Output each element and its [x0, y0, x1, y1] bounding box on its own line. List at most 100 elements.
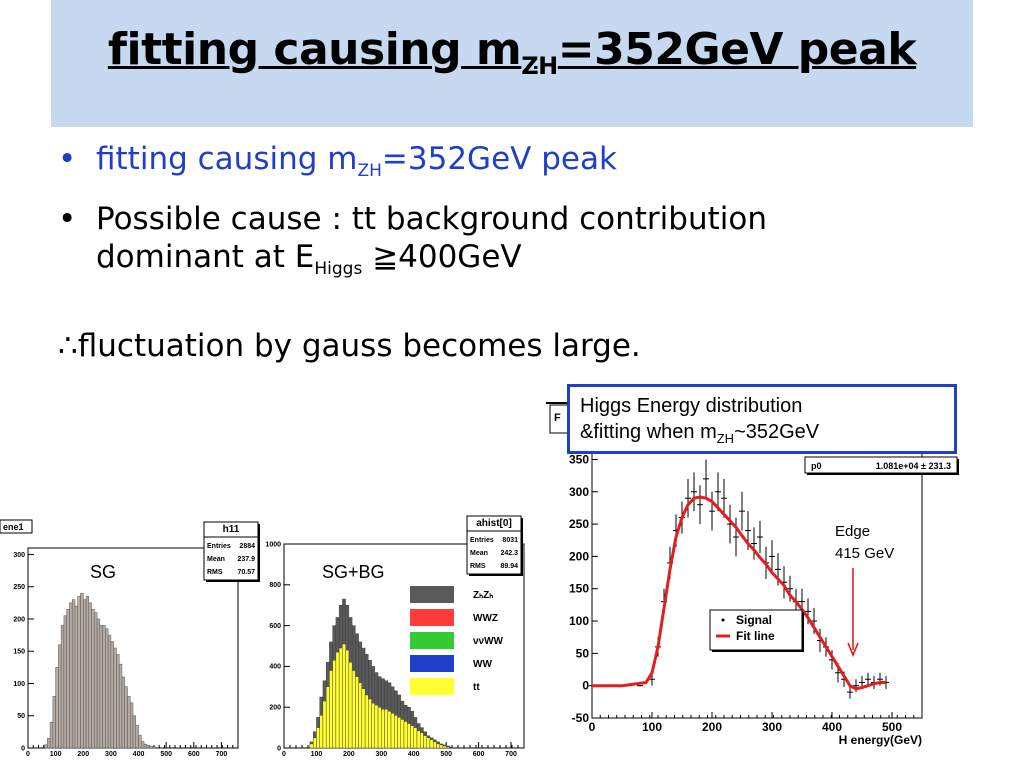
histogram-bar [132, 715, 137, 749]
y-tick-label: 300 [569, 485, 589, 499]
y-tick-label: -50 [572, 711, 590, 725]
x-tick-label: 600 [473, 751, 485, 758]
y-tick-label: 250 [13, 584, 25, 591]
stats-key: Mean [207, 556, 225, 563]
histogram-bar [71, 599, 76, 749]
y-tick-label: 100 [13, 681, 25, 688]
histogram-bar [116, 654, 120, 749]
histogram-bar [83, 599, 87, 749]
histogram-bar [55, 667, 59, 749]
stats-box [804, 456, 958, 474]
y-tick-label: 200 [269, 705, 281, 712]
histogram-bar [135, 725, 139, 749]
stats-value: 237.9 [237, 556, 255, 563]
histogram-bar [325, 686, 330, 749]
histogram-bar [80, 592, 84, 749]
x-tick-label: 200 [343, 751, 355, 758]
histogram-bar [113, 647, 117, 749]
legend-label: ZₕZₕ [473, 590, 493, 601]
y-tick-label: 300 [13, 552, 25, 559]
y-tick-label: 50 [17, 713, 25, 720]
histogram-bar [121, 676, 125, 749]
callout-line-2: &fitting when mZH~352GeV [580, 421, 820, 446]
histogram-bar [146, 745, 150, 749]
histogram-bar [351, 670, 356, 749]
fit-line [592, 495, 886, 691]
stats-key: RMS [470, 563, 486, 570]
annotation-text: 415 GeV [835, 545, 894, 562]
x-tick-label: 100 [50, 751, 62, 758]
histogram-bar [420, 732, 424, 749]
histogram-bar [143, 743, 148, 749]
legend-swatch [410, 678, 454, 695]
x-tick-label: 300 [375, 751, 387, 758]
histogram-bar [381, 709, 385, 749]
y-tick-label: 350 [569, 452, 589, 466]
histogram-name: ene1 [3, 522, 24, 532]
y-tick-label: 0 [582, 679, 589, 693]
bullet-item-1: • fitting causing mZH=352GeV peak [58, 141, 617, 182]
stats-key: RMS [207, 569, 223, 576]
histogram-bar [368, 698, 372, 749]
histogram-bar [407, 723, 411, 749]
histogram-bar [96, 618, 101, 749]
y-tick-label: 100 [569, 614, 589, 628]
histogram-bar [432, 741, 437, 749]
y-tick-label: 150 [13, 649, 25, 656]
histogram-bar [345, 649, 350, 749]
histogram-bar [436, 743, 440, 749]
legend-label: Signal [736, 613, 772, 627]
histogram-bar [442, 745, 447, 749]
histogram-bar [387, 711, 392, 749]
histogram-bar [329, 670, 333, 749]
histogram-name-box [0, 519, 33, 534]
x-tick-label: 300 [762, 720, 782, 734]
histogram-bar [316, 727, 320, 749]
x-tick-label: 700 [505, 751, 517, 758]
legend-label: tt [473, 682, 480, 693]
plot-frame [591, 452, 923, 719]
stats-title: ahist[0] [476, 518, 512, 529]
histogram-bar [364, 694, 369, 749]
histogram-bar [403, 721, 408, 749]
histogram-bar [129, 702, 134, 749]
histogram-bar [49, 721, 54, 749]
legend-swatch [410, 586, 454, 603]
histogram-bar [335, 651, 340, 749]
y-tick-label: 0 [277, 745, 281, 752]
histogram-bar [355, 676, 359, 749]
histogram-bar [99, 625, 103, 749]
histogram-bar [394, 715, 398, 749]
legend-box [709, 609, 803, 651]
histogram-bar [358, 682, 363, 749]
histogram-bar [88, 602, 92, 749]
x-tick-label: 500 [160, 751, 172, 758]
histogram-bar [124, 686, 128, 749]
legend-swatch [410, 609, 454, 626]
title-bar: fitting causing mZH=352GeV peak [51, 0, 973, 127]
y-tick-label: 1000 [265, 541, 281, 548]
histogram-bar [52, 696, 56, 749]
histogram-bar [154, 747, 159, 749]
y-tick-label: 400 [269, 664, 281, 671]
bullet-list: • fitting causing mZH=352GeV peak • Poss… [58, 140, 958, 298]
y-tick-label: 0 [21, 745, 25, 752]
stats-key: Mean [470, 550, 488, 557]
histogram-bar [319, 715, 324, 749]
legend-label: WWZ [473, 613, 498, 624]
histogram-bar [361, 688, 366, 749]
stats-key: Entries [470, 537, 494, 544]
bullet-mark: • [58, 141, 77, 177]
callout-line-1: Higgs Energy distribution [580, 395, 803, 417]
stats-key: Entries [207, 543, 231, 550]
chart-label: SG [90, 562, 116, 582]
histogram-bar [63, 615, 67, 749]
callout-box: Higgs Energy distribution &fitting when … [567, 384, 957, 454]
histogram-bar [338, 647, 343, 749]
histogram-bar [69, 602, 73, 749]
stats-value: 8031 [502, 537, 518, 544]
y-tick-label: 50 [576, 646, 590, 660]
legend-swatch [410, 655, 454, 672]
histogram-bar [410, 725, 414, 749]
bullet-item-2: • Possible cause : tt background contrib… [58, 201, 767, 280]
